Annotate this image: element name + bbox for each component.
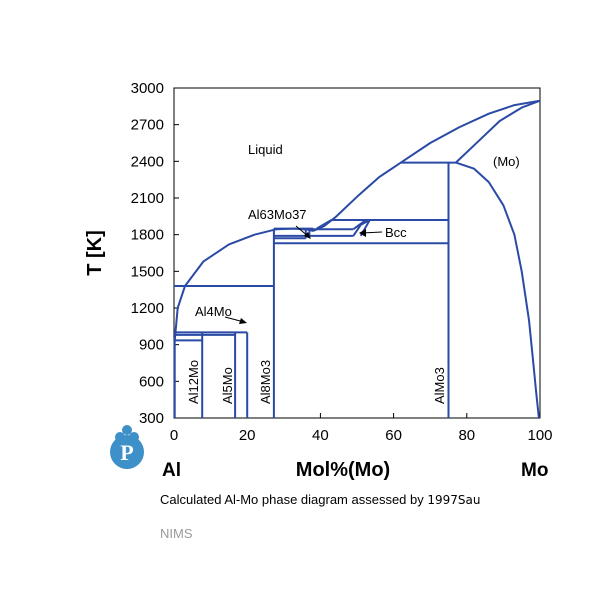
- compound-label-al8mo3: Al8Mo3: [258, 360, 273, 404]
- y-tick-label: 2400: [131, 153, 164, 170]
- caption-source: 1997Sau: [427, 493, 481, 507]
- x-tick-label: 60: [385, 427, 402, 444]
- y-tick-label: 2700: [131, 117, 164, 134]
- y-tick-label: 600: [139, 373, 164, 390]
- svg-text:P: P: [120, 440, 133, 465]
- region-label-liquid: Liquid: [248, 142, 283, 157]
- bcc-arrowhead: [359, 229, 366, 237]
- right-element-label: Mo: [521, 460, 548, 481]
- p-logo-icon: P: [110, 425, 144, 469]
- phase-boundaries: [173, 99, 541, 419]
- left-element-label: Al: [162, 460, 181, 481]
- x-tick-label: 20: [239, 427, 256, 444]
- region-label-mo: (Mo): [493, 154, 520, 169]
- al63mo37-arrowhead: [304, 232, 311, 239]
- y-tick-label: 3000: [131, 80, 164, 97]
- region-label-al63mo37: Al63Mo37: [248, 207, 307, 222]
- compound-label-almo3: AlMo3: [432, 367, 447, 404]
- x-tick-label: 100: [527, 427, 552, 444]
- al4mo-arrowhead: [239, 318, 247, 324]
- phase-line-solvus-mo: [455, 161, 540, 419]
- phase-line-bcc-left-diag: [316, 219, 332, 230]
- x-axis-title: Mol%(Mo): [296, 459, 390, 481]
- region-label-al4mo: Al4Mo: [195, 304, 232, 319]
- footer-source: NIMS: [160, 526, 193, 541]
- caption-text: Calculated Al-Mo phase diagram assessed …: [160, 492, 428, 507]
- y-tick-label: 900: [139, 337, 164, 354]
- region-label-bcc: Bcc: [385, 225, 407, 240]
- compound-label-al5mo: Al5Mo: [220, 367, 235, 404]
- x-tick-label: 80: [458, 427, 475, 444]
- compound-label-al12mo: Al12Mo: [186, 360, 201, 404]
- y-tick-label: 2100: [131, 190, 164, 207]
- phase-line-liquidus-al-rich: [173, 227, 314, 341]
- y-tick-label: 1500: [131, 263, 164, 280]
- x-tick-label: 40: [312, 427, 329, 444]
- plot-frame: [173, 87, 541, 419]
- y-tick-label: 300: [139, 410, 164, 427]
- y-tick-label: 1800: [131, 227, 164, 244]
- y-tick-label: 1200: [131, 300, 164, 317]
- y-axis-title: T [K]: [84, 230, 106, 276]
- x-tick-label: 0: [170, 427, 178, 444]
- phase-line-solidus-mo: [455, 99, 541, 164]
- caption: Calculated Al-Mo phase diagram assessed …: [160, 492, 481, 507]
